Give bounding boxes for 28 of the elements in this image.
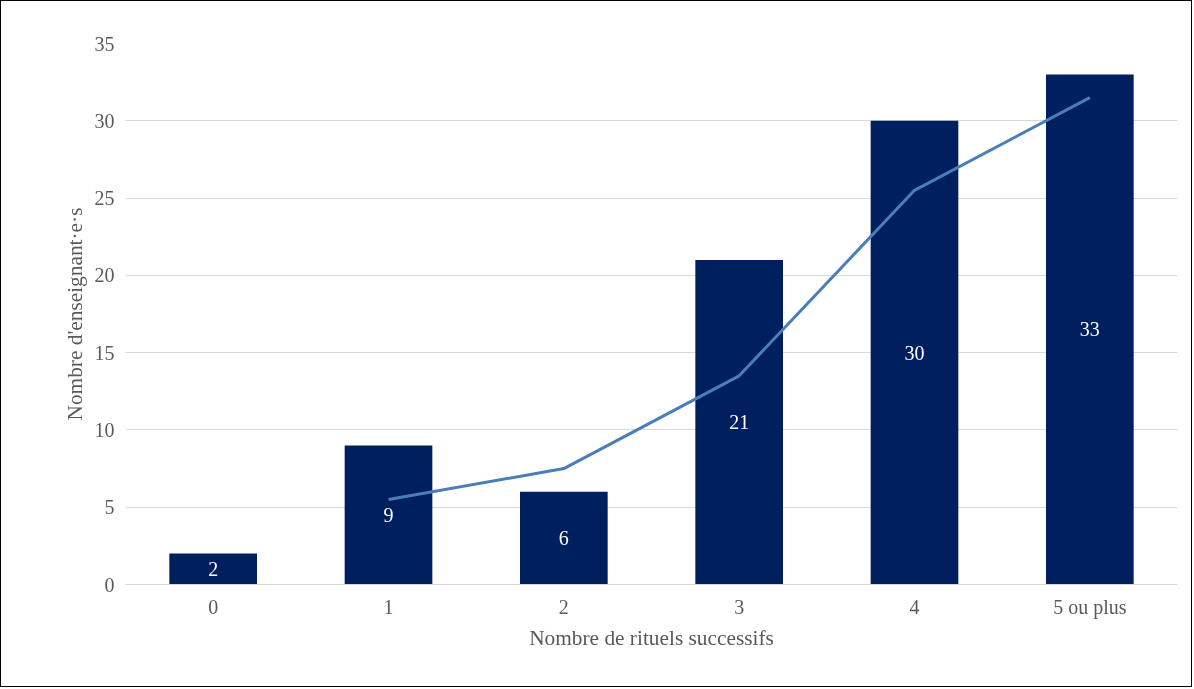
y-tick-label: 15 <box>94 341 115 364</box>
x-tick-label: 0 <box>208 595 219 618</box>
y-tick-label: 35 <box>94 32 115 55</box>
data-label: 21 <box>729 411 750 434</box>
y-axis-title: Nombre d'enseignant·e·s <box>62 207 87 421</box>
data-label: 33 <box>1079 318 1100 341</box>
bar <box>870 120 959 585</box>
y-tick-label: 20 <box>94 264 115 287</box>
bar <box>1046 74 1134 585</box>
data-label: 6 <box>558 527 569 550</box>
bar <box>520 491 608 585</box>
data-label: 2 <box>208 558 219 581</box>
y-tick-label: 10 <box>94 418 115 441</box>
y-tick-label: 25 <box>94 187 115 210</box>
data-label: 30 <box>904 341 925 364</box>
bar <box>169 553 257 585</box>
bar <box>344 445 433 585</box>
x-tick-label: 4 <box>909 595 920 618</box>
x-tick-label: 2 <box>558 595 569 618</box>
y-tick-label: 0 <box>104 573 115 596</box>
y-tick-label: 30 <box>94 109 115 132</box>
x-tick-label: 5 ou plus <box>1053 595 1127 619</box>
bar <box>695 259 783 585</box>
data-label: 9 <box>383 503 394 526</box>
y-tick-label: 5 <box>104 496 115 519</box>
x-axis-title: Nombre de rituels successifs <box>529 625 774 650</box>
x-tick-label: 1 <box>383 595 394 618</box>
x-tick-label: 3 <box>734 595 745 618</box>
